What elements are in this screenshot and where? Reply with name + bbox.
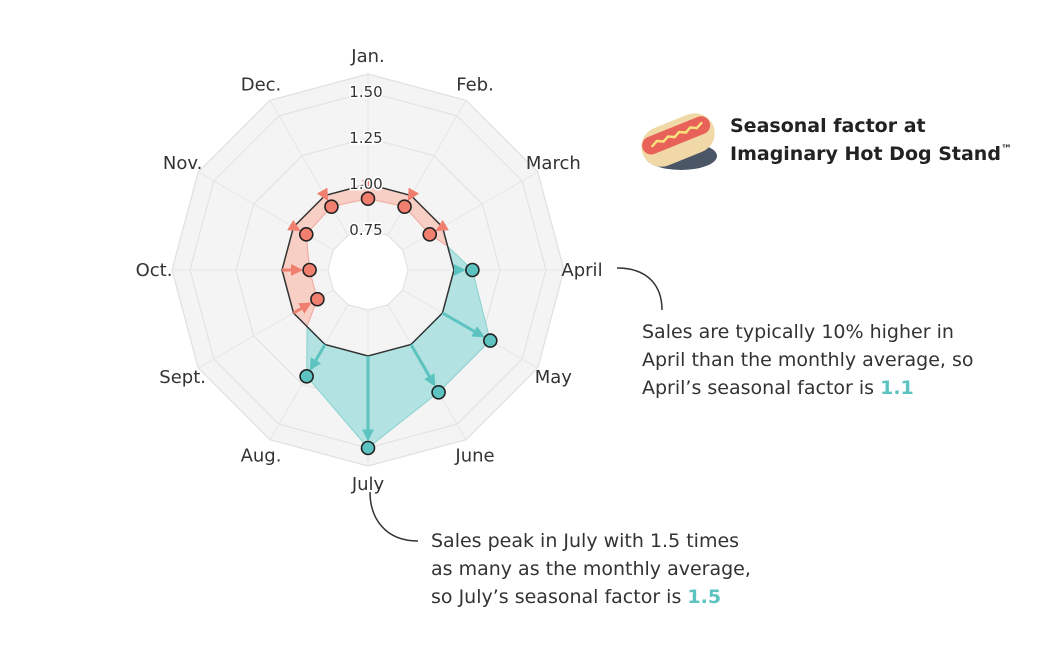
month-label-march: March: [526, 153, 581, 174]
april-annotation-line-3: April’s seasonal factor is 1.1: [642, 374, 974, 402]
data-point-july: [360, 440, 376, 456]
trademark-symbol: ™: [1000, 142, 1012, 156]
data-point-dec: [324, 199, 339, 214]
month-label-jan: Jan.: [350, 46, 384, 67]
data-points: [298, 191, 498, 456]
chart-title-line-2: Imaginary Hot Dog Stand™: [730, 140, 1012, 168]
data-point-may: [482, 333, 498, 348]
july-leader-line: [369, 491, 419, 542]
month-label-dec: Dec.: [241, 75, 282, 96]
chart-title-line-2-text: Imaginary Hot Dog Stand: [730, 143, 1001, 165]
tick-label-0.75: 0.75: [349, 221, 382, 239]
month-label-feb: Feb.: [456, 75, 494, 96]
arrow-aug: [309, 343, 327, 371]
radial-tick-labels: 1.50 1.25 1.00 0.75: [348, 82, 384, 241]
arrow-sept: [292, 302, 312, 315]
data-point-jan: [360, 191, 376, 207]
april-annotation: Sales are typically 10% higher in April …: [642, 318, 974, 402]
arrow-dec: [316, 187, 329, 201]
arrow-nov: [287, 219, 301, 232]
data-point-april: [465, 262, 480, 278]
chart-title: Seasonal factor at Imaginary Hot Dog Sta…: [730, 112, 1012, 168]
change-arrows: [282, 180, 485, 442]
month-label-july: July: [351, 474, 385, 495]
arrow-feb: [407, 187, 420, 201]
july-annotation-line-1: Sales peak in July with 1.5 times: [431, 530, 740, 552]
data-point-oct: [302, 262, 317, 278]
data-point-june: [431, 384, 446, 400]
tick-label-1.00: 1.00: [349, 175, 382, 193]
data-point-aug: [299, 369, 314, 384]
arrow-june: [409, 343, 436, 387]
july-annotation-value: 1.5: [687, 586, 722, 608]
tick-label-1.25: 1.25: [349, 129, 382, 147]
april-annotation-line-3-text: April’s seasonal factor is: [642, 377, 881, 399]
month-label-april: April: [561, 260, 602, 281]
month-label-sept: Sept.: [159, 367, 206, 388]
july-annotation: Sales peak in July with 1.5 times as man…: [431, 527, 751, 611]
data-point-feb: [397, 199, 412, 214]
month-label-oct: Oct.: [136, 260, 173, 281]
data-point-sept: [310, 291, 325, 307]
april-annotation-value: 1.1: [880, 377, 914, 399]
chart-title-line-1: Seasonal factor at: [730, 115, 926, 137]
month-label-aug: Aug.: [241, 445, 282, 466]
data-point-nov: [298, 227, 314, 242]
arrow-march: [435, 219, 449, 232]
april-annotation-line-1: Sales are typically 10% higher in: [642, 321, 954, 343]
hot-dog-icon: [641, 113, 717, 170]
tick-label-1.50: 1.50: [349, 83, 382, 101]
month-labels: Jan. Feb. March April May June July Aug. Sept. Oc…: [136, 46, 603, 495]
july-annotation-line-2: as many as the monthly average,: [431, 558, 751, 580]
month-label-nov: Nov.: [163, 153, 202, 174]
april-annotation-line-2: April than the monthly average, so: [642, 349, 974, 371]
month-label-june: June: [454, 445, 494, 466]
july-annotation-line-3: so July’s seasonal factor is 1.5: [431, 583, 751, 611]
arrow-may: [441, 311, 485, 338]
july-annotation-line-3-text: so July’s seasonal factor is: [431, 586, 688, 608]
month-label-may: May: [535, 367, 573, 388]
data-point-march: [422, 227, 438, 242]
april-leader-line: [616, 267, 663, 311]
